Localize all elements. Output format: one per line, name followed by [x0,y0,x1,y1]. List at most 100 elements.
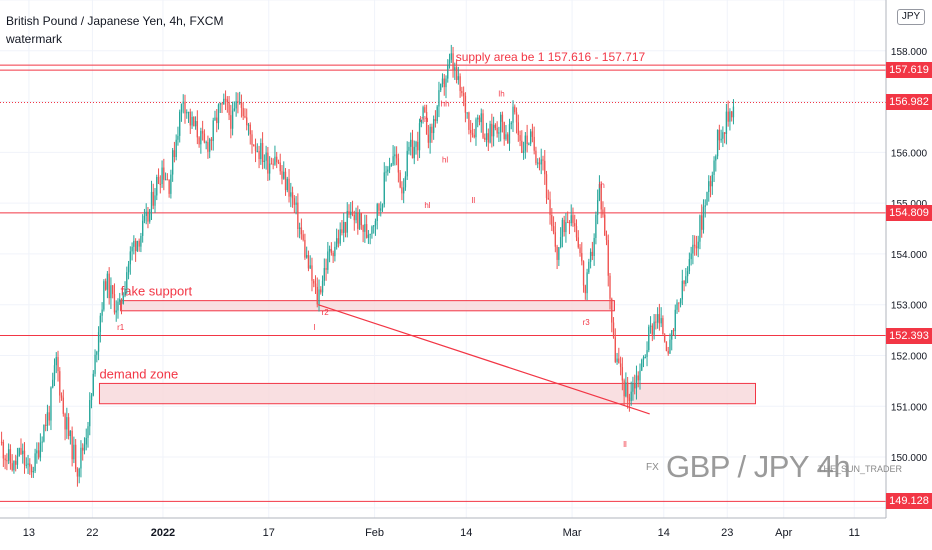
price-tick-label: 150.000 [891,453,928,464]
candle-body [496,127,498,134]
zone-box [120,300,615,312]
annotation-label: hh [441,100,450,109]
candle-body [120,299,123,304]
candle-body [443,78,445,88]
candle-body [660,318,662,324]
candle-body [374,220,377,226]
time-tick-label: 2022 [151,527,175,539]
horizontal-levels [0,64,886,502]
candle-body [664,334,666,342]
candle-body [32,471,35,473]
candle-body [480,113,482,123]
candle-body [87,426,89,438]
candle-body [438,90,440,107]
candle-body [175,139,177,158]
candle-body [83,444,86,451]
candle-body [732,106,735,118]
candle-body [104,281,107,290]
candle-body [403,187,405,194]
candle-body [219,103,221,105]
candle-body [697,241,699,249]
candle-body [611,298,613,323]
candle-body [351,211,354,215]
annotation-label: l [314,323,316,332]
candle-body [64,413,66,430]
candle-body [313,280,315,284]
annotation-label: supply area be 1 157.616 - 157.717 [456,50,646,64]
candle-body [411,139,414,159]
candle-body [517,122,519,136]
candle-body [307,255,310,269]
candle-body [639,370,641,381]
candle-body [390,164,392,166]
candle-body [731,111,733,118]
candle-body [722,132,724,139]
candle-body [582,261,585,286]
candle-body [505,134,507,140]
candle-body [415,141,417,147]
annotation-label: hh [420,115,429,124]
candle-body [394,154,396,157]
candle-body [45,424,47,426]
candle-body [316,286,318,305]
candle-body [489,123,491,143]
chart-title: British Pound / Japanese Yen, 4h, FXCM [6,14,224,28]
candle-body [635,375,638,389]
candle-body [408,146,410,151]
candle-body [140,235,142,247]
candle-body [101,309,103,316]
candle-body [685,276,687,284]
candle-body [73,444,75,460]
candle-body [711,174,713,187]
candle-body [522,150,525,153]
candle-body [265,152,267,161]
zone-label: fake support [121,284,193,299]
candle-body [365,224,368,238]
candle-body [212,120,214,141]
candle-body [699,215,701,242]
candle-body [115,310,117,313]
candle-body [542,159,544,161]
candle-body [279,162,281,172]
candle-body [586,272,588,294]
candle-body [533,136,535,151]
candle-body [304,239,306,258]
candle-body [141,220,144,236]
candle-body [498,132,500,134]
time-tick-label: 17 [263,527,275,539]
candle-body [665,341,668,351]
candle-body [683,280,685,284]
candle-body [233,108,236,111]
zones: fake support demand zone [98,284,756,405]
candle-body [410,139,412,147]
candle-body [52,379,54,388]
candle-body [600,184,602,210]
zone-label: demand zone [99,366,178,381]
candle-body [328,248,331,252]
currency-button[interactable]: JPY [897,9,925,25]
candle-body [164,179,167,181]
candle-body [432,119,435,134]
candle-body [309,265,311,269]
candle-body [376,204,378,221]
candle-body [82,447,84,451]
candle-body [283,171,285,179]
candle-body [491,123,493,137]
candle-body [186,112,188,114]
candle-body [371,226,373,235]
candle-body [462,93,465,96]
candle-body [427,134,430,143]
candle-body [335,238,338,247]
candle-body [482,113,484,138]
annotation-label: hl [424,201,430,210]
candle-body [693,244,696,247]
candle-body [612,322,615,338]
candle-body [168,179,170,194]
candle-body [276,156,278,163]
candle-body [424,107,426,113]
candle-body [540,159,542,165]
candle-body [515,112,518,123]
candle-body [179,111,181,136]
